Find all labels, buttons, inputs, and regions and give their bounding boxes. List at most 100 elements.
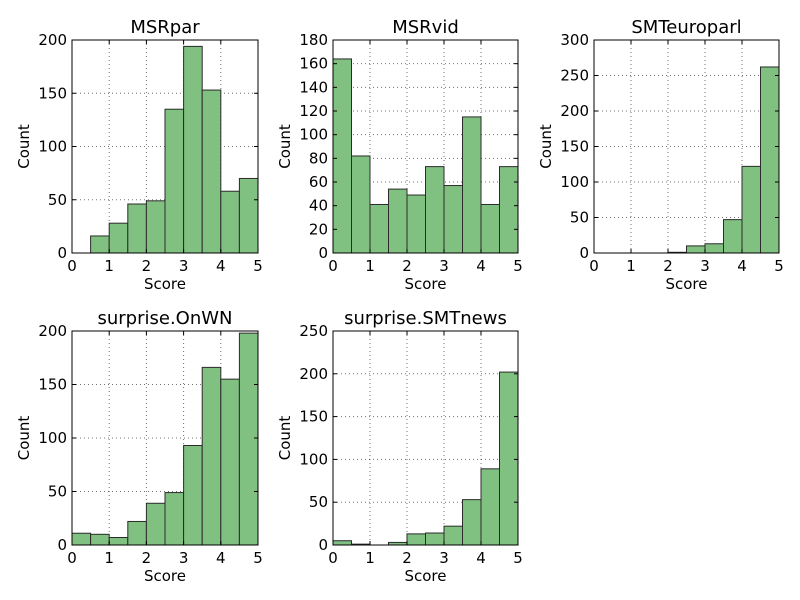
- chart-title: MSRpar: [130, 17, 200, 38]
- chart-title: surprise.SMTnews: [344, 308, 507, 329]
- x-tick-label: 0: [67, 549, 77, 567]
- x-tick-label: 4: [476, 549, 486, 567]
- x-tick-label: 2: [402, 257, 412, 275]
- y-tick-label: 60: [309, 173, 328, 191]
- histogram-bar: [201, 366, 222, 546]
- y-axis-label: Count: [276, 416, 294, 461]
- histogram-bar: [220, 190, 240, 254]
- y-tick-label: 200: [38, 322, 67, 340]
- y-tick-label: 140: [299, 78, 328, 96]
- x-tick-label: 3: [439, 257, 449, 275]
- chart-panel: 0 1 2 3 4 5 0 20 40 60 80 100 120 140 160 180 MSRvid Scor…: [276, 17, 523, 293]
- histogram-bar: [90, 235, 110, 254]
- histogram-bar: [332, 58, 352, 254]
- histogram-bar: [220, 378, 240, 546]
- x-tick-label: 3: [179, 257, 189, 275]
- y-tick-label: 300: [560, 31, 589, 49]
- x-tick-label: 0: [589, 257, 599, 275]
- x-tick-label: 4: [737, 257, 747, 275]
- histogram-bar: [741, 165, 761, 254]
- y-axis-label: Count: [537, 124, 555, 169]
- histogram-bar: [406, 194, 426, 254]
- x-tick-label: 2: [142, 549, 152, 567]
- x-tick-label: 1: [365, 549, 375, 567]
- x-tick-label: 5: [774, 257, 784, 275]
- x-tick-label: 3: [439, 549, 449, 567]
- chart-panel: 0 1 2 3 4 5050100150200surprise.OnWNScoreCoun…: [15, 308, 263, 585]
- histogram-bar: [406, 533, 426, 546]
- y-tick-label: 0: [318, 536, 328, 554]
- x-tick-label: 2: [663, 257, 673, 275]
- histogram-bar: [462, 499, 482, 546]
- histogram-bar: [723, 219, 743, 254]
- histogram-bar: [108, 537, 129, 546]
- y-axis-label: Count: [276, 124, 294, 169]
- histogram-bar: [71, 532, 92, 546]
- histogram-bar: [388, 188, 408, 254]
- chart-title: surprise.OnWN: [97, 308, 232, 329]
- histogram-bar: [462, 116, 482, 254]
- y-tick-label: 100: [38, 138, 67, 156]
- histogram-bar: [499, 166, 519, 254]
- x-tick-label: 5: [513, 549, 523, 567]
- histogram-bar: [443, 525, 463, 546]
- y-tick-label: 80: [309, 149, 328, 167]
- histogram-bar: [351, 155, 371, 254]
- x-tick-label: 4: [476, 257, 486, 275]
- x-tick-label: 2: [142, 257, 152, 275]
- y-tick-label: 0: [57, 536, 67, 554]
- histogram-bar: [183, 45, 203, 254]
- y-tick-label: 200: [38, 31, 67, 49]
- x-tick-label: 5: [253, 257, 263, 275]
- chart-title: SMTeuroparl: [631, 17, 741, 38]
- histogram-bar: [499, 371, 519, 546]
- x-tick-label: 1: [626, 257, 636, 275]
- histogram-bar: [480, 468, 500, 546]
- histogram-bar: [127, 520, 147, 546]
- chart-panel: 0 1 2 3 4 5050100150200250surprise.SMTnewsSco…: [276, 308, 523, 585]
- y-tick-label: 50: [48, 483, 67, 501]
- x-tick-label: 3: [179, 549, 189, 567]
- y-axis-label: Count: [15, 416, 33, 461]
- histogram-bar: [704, 243, 724, 254]
- y-tick-label: 100: [299, 450, 328, 468]
- y-tick-label: 150: [38, 84, 67, 102]
- y-tick-label: 20: [309, 220, 328, 238]
- x-tick-label: 1: [104, 257, 114, 275]
- histogram-bar: [332, 540, 352, 546]
- y-tick-label: 0: [318, 244, 328, 262]
- y-tick-label: 40: [309, 197, 328, 215]
- histogram-bar: [443, 185, 463, 254]
- x-axis-label: Score: [144, 275, 186, 293]
- histogram-bar: [127, 203, 147, 254]
- y-tick-label: 100: [560, 173, 589, 191]
- x-tick-label: 5: [253, 549, 263, 567]
- x-tick-label: 2: [402, 549, 412, 567]
- y-tick-label: 0: [57, 244, 67, 262]
- y-tick-label: 150: [299, 408, 328, 426]
- x-tick-label: 4: [216, 257, 226, 275]
- y-tick-label: 120: [299, 102, 328, 120]
- y-tick-label: 250: [299, 322, 328, 340]
- y-tick-label: 160: [299, 55, 328, 73]
- x-tick-label: 5: [513, 257, 523, 275]
- y-tick-label: 50: [570, 209, 589, 227]
- histogram-bar: [686, 245, 706, 254]
- histogram-bar: [164, 492, 185, 546]
- x-axis-label: Score: [665, 275, 707, 293]
- histogram-bar: [164, 108, 185, 254]
- y-tick-label: 150: [38, 376, 67, 394]
- histogram-bar: [425, 166, 445, 254]
- histogram-bar: [145, 200, 166, 254]
- histogram-bar: [183, 444, 203, 546]
- plot-frame: [332, 330, 519, 546]
- y-tick-label: 200: [299, 365, 328, 383]
- chart-title: MSRvid: [392, 17, 459, 38]
- y-tick-label: 150: [560, 138, 589, 156]
- plot-frame: [332, 39, 519, 254]
- x-axis-label: Score: [144, 567, 186, 585]
- y-tick-label: 50: [309, 493, 328, 511]
- x-tick-label: 0: [67, 257, 77, 275]
- x-tick-label: 1: [365, 257, 375, 275]
